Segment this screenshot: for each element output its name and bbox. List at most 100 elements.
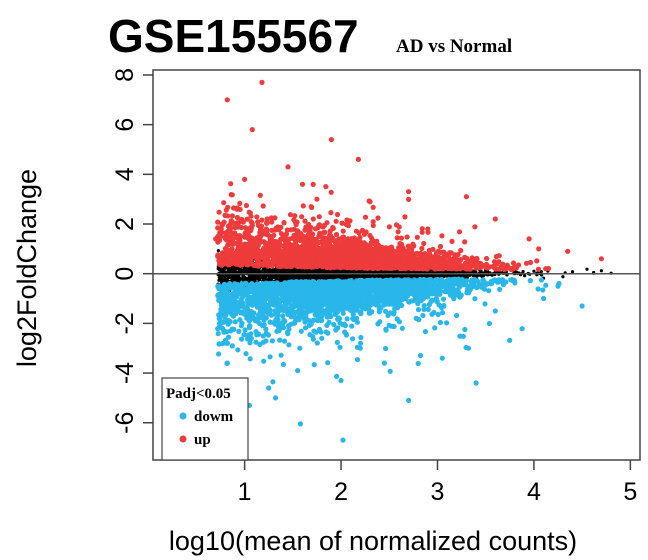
point-other	[230, 267, 234, 271]
point-other	[523, 274, 527, 278]
point-dowm	[263, 326, 269, 332]
point-dowm	[500, 282, 506, 288]
point-other	[237, 268, 241, 272]
y-axis-label: log2FoldChange	[12, 169, 42, 367]
chart-title: GSE155567	[108, 10, 359, 62]
point-other	[274, 276, 278, 280]
point-other	[300, 270, 304, 274]
point-dowm	[543, 282, 549, 288]
point-dowm	[221, 328, 227, 334]
point-dowm	[231, 304, 237, 310]
point-other	[294, 275, 299, 280]
point-other	[311, 275, 315, 279]
point-dowm	[334, 339, 340, 345]
point-other	[585, 267, 589, 271]
point-dowm	[325, 360, 331, 366]
point-other	[231, 278, 235, 282]
point-other	[379, 274, 383, 278]
point-other	[304, 275, 308, 280]
point-dowm	[232, 319, 238, 325]
point-dowm	[319, 317, 325, 324]
point-dowm	[415, 360, 421, 367]
point-other	[317, 274, 321, 278]
point-dowm	[246, 325, 253, 331]
point-other	[335, 274, 339, 278]
point-dowm	[242, 327, 248, 333]
point-dowm	[334, 373, 340, 379]
point-dowm	[265, 332, 272, 338]
point-dowm	[486, 320, 492, 327]
point-other	[246, 276, 250, 280]
point-dowm	[415, 307, 422, 313]
point-dowm	[507, 337, 513, 343]
point-other	[217, 275, 221, 280]
point-dowm	[337, 344, 343, 350]
point-other	[325, 276, 329, 280]
point-dowm	[278, 352, 284, 358]
point-dowm	[297, 345, 303, 351]
point-other	[221, 278, 225, 282]
point-other	[249, 267, 253, 272]
point-other	[246, 269, 250, 273]
point-dowm	[417, 352, 424, 359]
point-dowm	[420, 312, 426, 319]
point-dowm	[512, 280, 518, 286]
point-dowm	[387, 368, 393, 374]
point-other	[300, 274, 304, 278]
point-dowm	[267, 354, 273, 360]
point-dowm	[444, 320, 450, 326]
point-dowm	[344, 316, 350, 322]
point-other	[290, 274, 294, 278]
point-dowm	[488, 278, 495, 284]
point-other	[475, 274, 479, 278]
point-other	[570, 270, 575, 274]
point-dowm	[277, 337, 283, 343]
point-other	[599, 269, 604, 273]
point-dowm	[437, 319, 443, 326]
point-dowm	[236, 328, 242, 334]
point-dowm	[343, 331, 349, 337]
point-other	[226, 269, 231, 273]
point-dowm	[331, 321, 337, 328]
point-other	[286, 276, 290, 280]
point-other	[237, 276, 241, 280]
point-other	[232, 270, 236, 274]
point-dowm	[497, 286, 503, 292]
x-axis-label: log10(mean of normalized counts)	[169, 526, 577, 556]
point-other	[252, 276, 256, 280]
point-dowm	[239, 336, 245, 342]
point-dowm	[230, 313, 236, 319]
point-dowm	[399, 325, 405, 331]
point-other	[328, 270, 332, 274]
point-other	[561, 275, 565, 279]
point-dowm	[257, 341, 263, 347]
point-dowm	[391, 323, 397, 330]
point-dowm	[472, 296, 478, 302]
point-dowm	[314, 340, 320, 346]
point-dowm	[269, 338, 275, 344]
point-dowm	[350, 336, 356, 342]
point-dowm	[349, 323, 355, 329]
point-dowm	[527, 278, 533, 284]
point-dowm	[478, 284, 484, 290]
chart-subtitle: AD vs Normal	[396, 36, 512, 57]
point-dowm	[482, 301, 488, 307]
point-other	[221, 274, 225, 278]
point-dowm	[311, 362, 317, 368]
point-dowm	[540, 287, 546, 293]
point-dowm	[286, 342, 292, 348]
point-dowm	[454, 312, 460, 319]
point-other	[532, 269, 536, 273]
point-dowm	[250, 314, 256, 320]
point-dowm	[215, 326, 221, 332]
point-dowm	[215, 331, 221, 337]
point-dowm	[354, 357, 361, 363]
point-dowm	[457, 333, 463, 339]
point-dowm	[377, 319, 383, 325]
point-dowm	[256, 320, 263, 326]
point-other	[216, 249, 220, 253]
point-dowm	[440, 310, 446, 316]
point-dowm	[391, 309, 397, 316]
point-dowm	[280, 361, 286, 368]
